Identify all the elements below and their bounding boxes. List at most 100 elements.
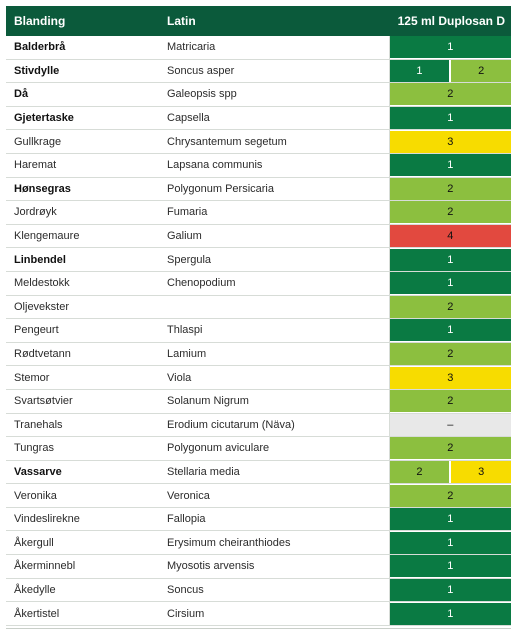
efficacy-score-cell: 3 bbox=[388, 365, 511, 390]
latin-name: Soncus bbox=[159, 578, 389, 603]
efficacy-score-group: 1 bbox=[390, 319, 511, 342]
efficacy-score: 1 bbox=[390, 319, 511, 342]
latin-name: Spergula bbox=[159, 247, 389, 272]
efficacy-score-group: 3 bbox=[390, 130, 511, 153]
efficacy-score-group: 2 bbox=[390, 343, 511, 365]
table-bottom-rule bbox=[6, 628, 511, 629]
efficacy-score: 2 bbox=[390, 437, 511, 460]
table-body: Balderbrå Matricaria 1 Stivdylle Soncus aspe… bbox=[6, 36, 511, 626]
weed-name: Meldestokk bbox=[6, 271, 159, 296]
latin-name: Erysimum cheiranthiodes bbox=[159, 530, 389, 556]
efficacy-score: 2 bbox=[390, 390, 511, 413]
weed-name: Hønsegras bbox=[6, 177, 159, 202]
table-row: Tungras Polygonum aviculare 2 bbox=[6, 436, 511, 461]
table-row: Hønsegras Polygonum Persicaria 2 bbox=[6, 177, 511, 202]
efficacy-score-group: 2 bbox=[390, 83, 511, 106]
header-blanding: Blanding bbox=[6, 6, 159, 36]
efficacy-score-cell: 2 bbox=[388, 483, 511, 508]
efficacy-score-group: 1 bbox=[390, 508, 511, 530]
weed-name: Haremat bbox=[6, 153, 159, 178]
efficacy-score: 1 bbox=[390, 107, 511, 129]
table-row: Då Galeopsis spp 2 bbox=[6, 82, 511, 107]
weed-name: Stemor bbox=[6, 365, 159, 390]
efficacy-score: 1 bbox=[390, 154, 511, 177]
efficacy-score: 2 bbox=[390, 460, 450, 483]
efficacy-score-group: 1 bbox=[390, 36, 511, 59]
weed-name: Svartsøtvier bbox=[6, 389, 159, 414]
table-row: Tranehals Erodium cicutarum (Näva) – bbox=[6, 413, 511, 438]
table-header: Blanding Latin 125 ml Duplosan D bbox=[6, 6, 511, 36]
efficacy-score-cell: 2 bbox=[388, 342, 511, 367]
table-row: Klengemaure Galium 4 bbox=[6, 224, 511, 249]
weed-name: Veronika bbox=[6, 483, 159, 508]
header-latin: Latin bbox=[159, 6, 389, 36]
latin-name: Thlaspi bbox=[159, 318, 389, 343]
efficacy-score-cell: 2 bbox=[388, 436, 511, 461]
efficacy-score: 2 bbox=[390, 177, 511, 200]
weed-name: Vindeslirekne bbox=[6, 507, 159, 532]
efficacy-score-group: – bbox=[390, 413, 511, 436]
latin-name: Fallopia bbox=[159, 507, 389, 532]
table-row: Åkergull Erysimum cheiranthiodes 1 bbox=[6, 530, 511, 556]
weed-name: Vassarve bbox=[6, 460, 159, 485]
efficacy-score-group: 1 bbox=[390, 555, 511, 578]
efficacy-score: 1 bbox=[390, 248, 511, 271]
efficacy-score-cell: 2 bbox=[388, 389, 511, 414]
efficacy-score-group: 2 bbox=[390, 437, 511, 460]
latin-name: Galeopsis spp bbox=[159, 82, 389, 107]
table-row: Oljevekster 2 bbox=[6, 295, 511, 320]
weed-name: Pengeurt bbox=[6, 318, 159, 343]
latin-name: Viola bbox=[159, 365, 389, 390]
efficacy-score-group: 2 bbox=[390, 484, 511, 507]
table-row: Veronika Veronica 2 bbox=[6, 483, 511, 508]
table-row: Jordrøyk Fumaria 2 bbox=[6, 200, 511, 225]
weed-name: Tungras bbox=[6, 436, 159, 461]
table-row: Stivdylle Soncus asper 1 2 bbox=[6, 59, 511, 84]
efficacy-score: 1 bbox=[390, 531, 511, 554]
latin-name: Cirsium bbox=[159, 601, 389, 626]
table-row: Vindeslirekne Fallopia 1 bbox=[6, 507, 511, 532]
efficacy-score: 1 bbox=[390, 36, 511, 59]
efficacy-score-cell: 1 bbox=[388, 106, 511, 131]
efficacy-score-cell: – bbox=[388, 413, 511, 438]
efficacy-score: 1 bbox=[390, 555, 511, 578]
table-row: Vassarve Stellaria media 2 3 bbox=[6, 460, 511, 485]
table-row: Pengeurt Thlaspi 1 bbox=[6, 318, 511, 343]
table-row: Meldestokk Chenopodium 1 bbox=[6, 271, 511, 296]
efficacy-score-cell: 4 bbox=[388, 224, 511, 249]
latin-name bbox=[159, 295, 389, 320]
latin-name: Chrysantemum segetum bbox=[159, 129, 389, 154]
efficacy-score-cell: 1 bbox=[388, 153, 511, 178]
latin-name: Chenopodium bbox=[159, 271, 389, 296]
weed-name: Åkerminnebl bbox=[6, 554, 159, 579]
table-row: Åkedylle Soncus 1 bbox=[6, 578, 511, 603]
table-row: Linbendel Spergula 1 bbox=[6, 247, 511, 272]
efficacy-score-cell: 1 bbox=[388, 318, 511, 343]
weed-name: Gjetertaske bbox=[6, 106, 159, 131]
efficacy-score-cell: 1 bbox=[388, 271, 511, 296]
efficacy-score-group: 1 bbox=[390, 154, 511, 177]
efficacy-score: 3 bbox=[390, 130, 511, 153]
efficacy-score-group: 1 bbox=[390, 531, 511, 554]
table-row: Stemor Viola 3 bbox=[6, 365, 511, 390]
latin-name: Matricaria bbox=[159, 36, 389, 60]
efficacy-score: 3 bbox=[449, 460, 511, 483]
latin-name: Lamium bbox=[159, 342, 389, 367]
header-row: Blanding Latin 125 ml Duplosan D bbox=[6, 6, 511, 36]
efficacy-score: 1 bbox=[390, 59, 450, 82]
efficacy-score-cell: 1 bbox=[388, 530, 511, 556]
efficacy-score: 1 bbox=[390, 578, 511, 601]
weed-name: Åkertistel bbox=[6, 601, 159, 626]
efficacy-score-cell: 2 bbox=[388, 295, 511, 320]
efficacy-score: 2 bbox=[390, 295, 511, 318]
efficacy-score-cell: 2 bbox=[388, 177, 511, 202]
efficacy-score-cell: 1 bbox=[388, 247, 511, 272]
table-row: Haremat Lapsana communis 1 bbox=[6, 153, 511, 178]
efficacy-score-cell: 2 bbox=[388, 200, 511, 225]
efficacy-score-group: 2 bbox=[390, 295, 511, 318]
efficacy-score-group: 1 bbox=[390, 107, 511, 129]
